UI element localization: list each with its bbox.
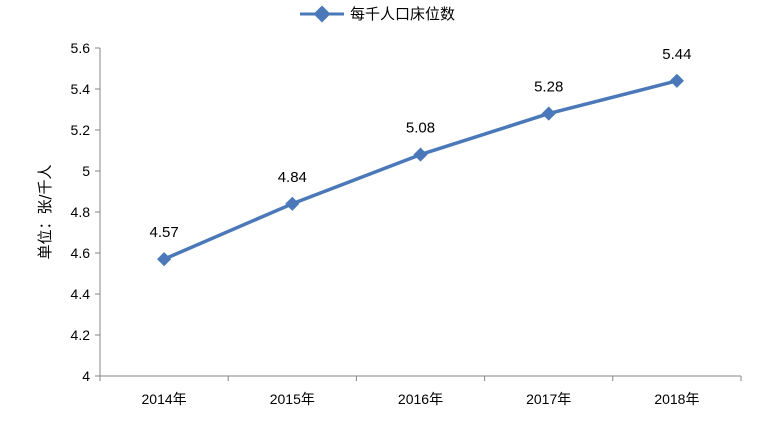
data-label: 4.84	[278, 169, 307, 186]
y-tick-label: 5.4	[71, 81, 91, 97]
data-point-marker	[669, 73, 684, 88]
y-tick-label: 4.2	[71, 327, 91, 343]
data-label: 4.57	[149, 224, 178, 241]
data-label: 5.08	[406, 120, 435, 137]
x-tick-label: 2017年	[526, 391, 571, 407]
legend: 每千人口床位数	[300, 5, 455, 23]
x-ticks: 2014年 2015年 2016年 2017年 2018年	[99, 376, 742, 407]
data-label: 5.28	[534, 79, 563, 96]
x-tick-label: 2016年	[398, 391, 443, 407]
legend-label: 每千人口床位数	[350, 5, 455, 23]
series-line	[163, 79, 678, 261]
data-point-marker	[541, 106, 556, 121]
x-tick-label: 2015年	[270, 391, 315, 407]
x-tick-label: 2018年	[654, 391, 699, 407]
y-tick-label: 5	[82, 163, 90, 179]
x-tick-label: 2014年	[142, 391, 187, 407]
series-layer	[157, 73, 684, 267]
data-point-marker	[157, 252, 172, 267]
y-tick-label: 4	[82, 368, 90, 384]
y-tick-label: 4.4	[71, 286, 91, 302]
y-tick-label: 5.6	[71, 40, 91, 56]
data-labels: 4.57 4.84 5.08 5.28 5.44	[149, 46, 691, 241]
y-axis-title: 单位：张/千人	[36, 164, 54, 259]
y-tick-label: 5.2	[71, 122, 91, 138]
data-label: 5.44	[662, 46, 691, 63]
legend-marker	[313, 5, 331, 23]
y-ticks: 4 4.2 4.4 4.6 4.8 5 5.2 5.4 5.6	[71, 40, 100, 384]
data-point-marker	[285, 196, 300, 211]
y-tick-label: 4.6	[71, 245, 91, 261]
y-tick-label: 4.8	[71, 204, 91, 220]
data-point-marker	[413, 147, 428, 162]
